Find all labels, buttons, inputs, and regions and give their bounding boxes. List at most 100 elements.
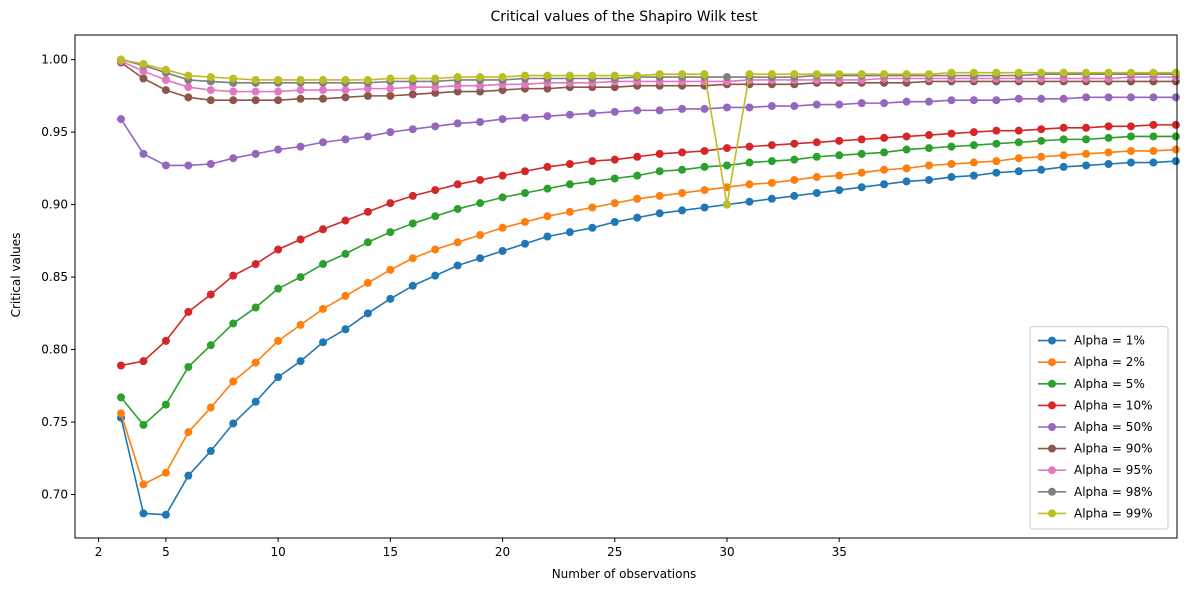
data-point xyxy=(767,70,776,79)
data-point xyxy=(655,191,664,200)
data-point xyxy=(296,320,305,329)
legend-item: Alpha = 5% xyxy=(1038,377,1145,391)
data-point xyxy=(1126,132,1135,141)
data-point xyxy=(902,177,911,186)
series-3 xyxy=(117,132,1180,429)
data-point xyxy=(1149,93,1158,102)
data-point xyxy=(431,83,440,92)
data-point xyxy=(319,75,328,84)
y-tick-label: 0.70 xyxy=(41,488,68,502)
data-point xyxy=(296,273,305,282)
data-point xyxy=(386,228,395,237)
data-point xyxy=(229,377,238,386)
data-point xyxy=(296,75,305,84)
x-axis-label: Number of observations xyxy=(552,567,697,581)
data-point xyxy=(723,200,731,209)
data-point xyxy=(229,74,238,83)
data-point xyxy=(341,249,350,258)
data-point xyxy=(453,261,462,270)
data-point xyxy=(633,152,642,161)
data-point xyxy=(723,161,731,170)
data-point xyxy=(139,509,148,518)
data-point xyxy=(767,141,776,150)
data-point xyxy=(723,103,731,112)
data-point xyxy=(476,175,485,184)
data-point xyxy=(1104,148,1113,157)
x-tick-label: 5 xyxy=(162,545,170,559)
data-point xyxy=(1059,123,1068,132)
data-point xyxy=(319,94,328,103)
data-point xyxy=(274,245,283,254)
legend-marker xyxy=(1048,444,1056,453)
legend-item: Alpha = 95% xyxy=(1038,463,1152,477)
data-point xyxy=(1014,138,1023,147)
y-tick-label: 0.85 xyxy=(41,270,68,284)
y-tick-label: 0.95 xyxy=(41,125,68,139)
data-point xyxy=(610,199,619,208)
x-tick-label: 25 xyxy=(607,545,622,559)
data-point xyxy=(161,468,170,477)
data-point xyxy=(902,97,911,106)
legend-box xyxy=(1029,326,1169,530)
x-tick-label: 20 xyxy=(495,545,510,559)
data-point xyxy=(902,70,911,79)
data-point xyxy=(1037,152,1046,161)
data-point xyxy=(498,246,507,255)
data-point xyxy=(655,106,664,115)
legend-label: Alpha = 50% xyxy=(1074,420,1152,434)
data-point xyxy=(1037,94,1046,103)
data-point xyxy=(251,75,260,84)
data-point xyxy=(184,93,193,102)
data-point xyxy=(1037,136,1046,145)
data-point xyxy=(745,197,754,206)
data-point xyxy=(296,94,305,103)
legend-marker xyxy=(1048,509,1056,518)
data-point xyxy=(835,100,844,109)
data-point xyxy=(319,138,328,147)
data-point xyxy=(1126,68,1135,77)
data-point xyxy=(1149,158,1158,167)
data-point xyxy=(633,106,642,115)
data-point xyxy=(947,68,956,77)
data-point xyxy=(341,135,350,144)
data-point xyxy=(386,84,395,93)
data-point xyxy=(924,97,933,106)
data-point xyxy=(1126,146,1135,155)
data-point xyxy=(543,232,552,241)
data-point xyxy=(790,191,799,200)
data-point xyxy=(139,480,148,489)
data-point xyxy=(1171,68,1180,77)
data-point xyxy=(678,148,687,157)
data-point xyxy=(476,117,485,126)
data-point xyxy=(835,151,844,160)
legend-marker xyxy=(1048,336,1056,345)
legend-item: Alpha = 99% xyxy=(1038,506,1152,520)
data-point xyxy=(117,393,126,402)
data-point xyxy=(498,223,507,232)
data-point xyxy=(139,420,148,429)
data-point xyxy=(206,403,215,412)
series-5 xyxy=(117,93,1180,170)
data-point xyxy=(363,75,372,84)
data-point xyxy=(790,70,799,79)
data-point xyxy=(700,203,709,212)
y-axis-ticks: 0.70 0.75 0.80 0.85 0.90 0.95 1.00 xyxy=(41,53,75,502)
data-point xyxy=(835,186,844,195)
series-1 xyxy=(117,157,1180,519)
data-point xyxy=(767,102,776,111)
legend-item: Alpha = 2% xyxy=(1038,355,1145,369)
data-point xyxy=(745,142,754,151)
data-point xyxy=(835,70,844,79)
data-point xyxy=(341,216,350,225)
data-point xyxy=(386,294,395,303)
data-point xyxy=(543,71,552,80)
y-tick-label: 0.75 xyxy=(41,415,68,429)
data-point xyxy=(678,206,687,215)
data-point xyxy=(341,86,350,95)
data-point xyxy=(341,93,350,102)
data-point xyxy=(947,142,956,151)
data-point xyxy=(1059,68,1068,77)
data-point xyxy=(947,96,956,105)
data-point xyxy=(1149,132,1158,141)
data-point xyxy=(565,160,574,169)
